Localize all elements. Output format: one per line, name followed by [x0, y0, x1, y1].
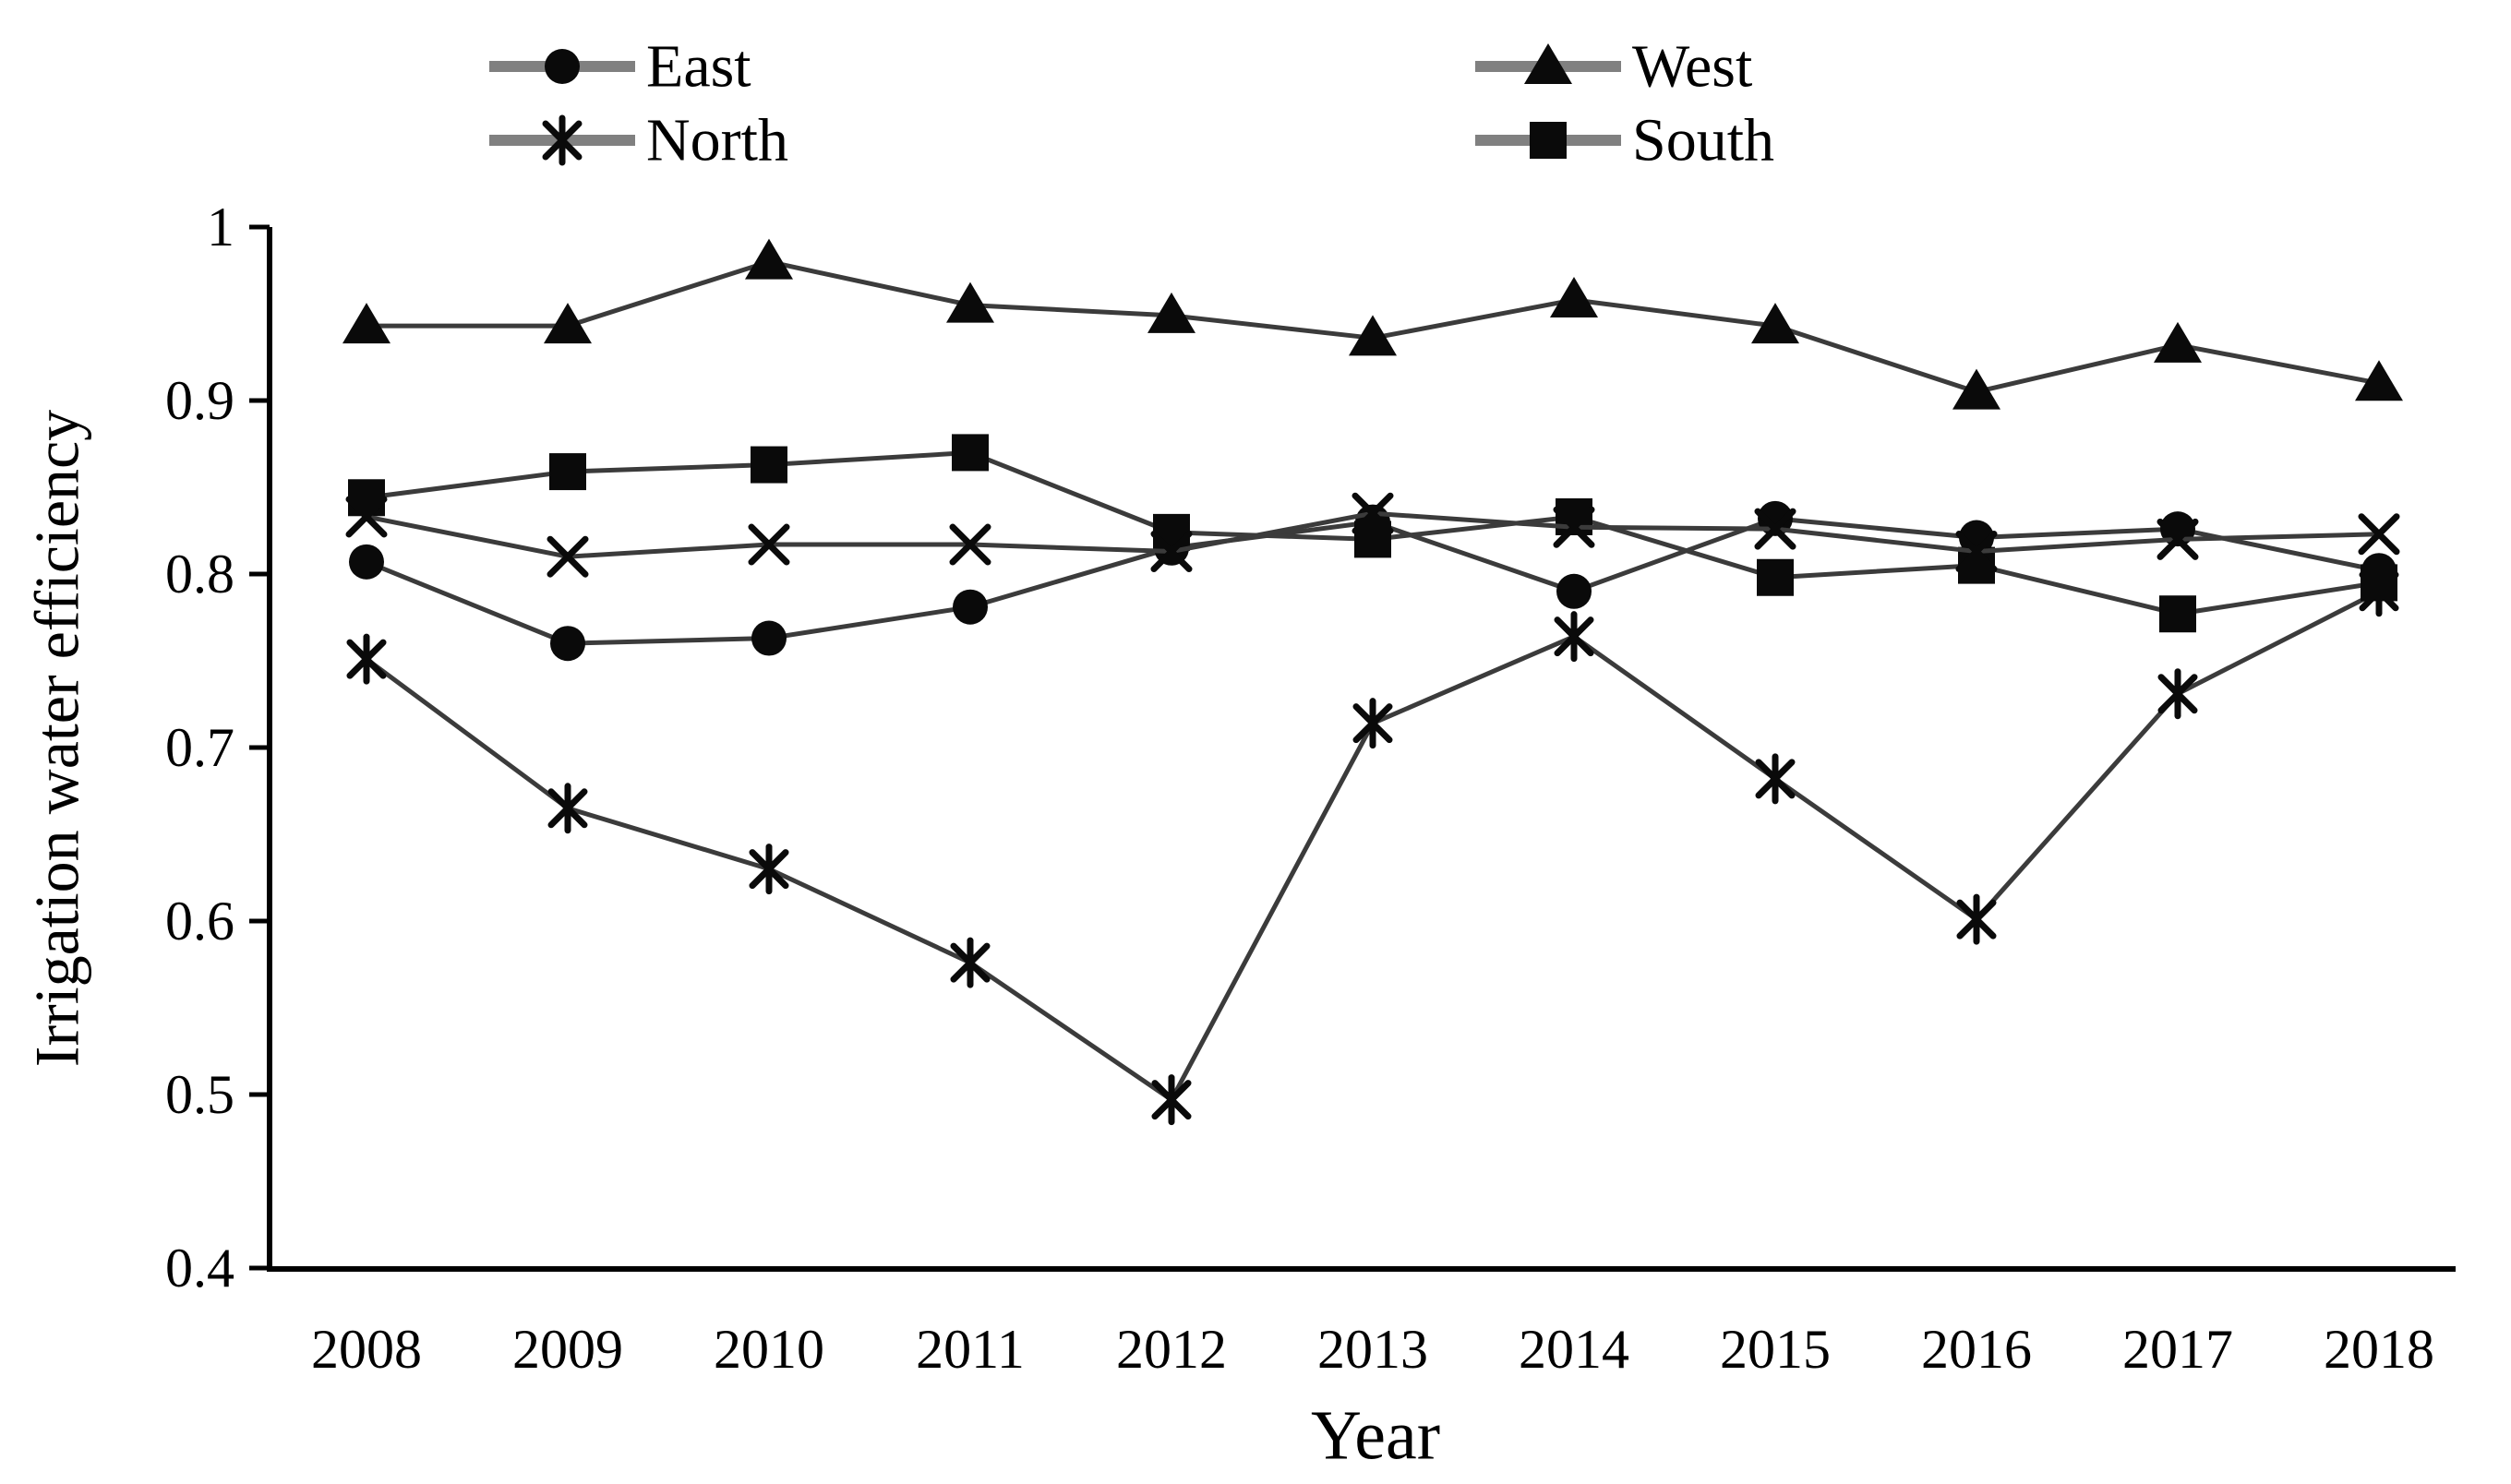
- series-west-marker: [2355, 360, 2403, 401]
- series-south-marker: [952, 434, 989, 472]
- series-north-marker: [1755, 753, 1796, 805]
- series-unlabeled-x-marker: [2358, 513, 2400, 556]
- series-north-marker: [1151, 1074, 1192, 1126]
- x-tick-label: 2014: [1519, 1319, 1629, 1380]
- x-tick-label: 2008: [311, 1319, 422, 1380]
- series-east-marker: [1556, 573, 1592, 609]
- y-tick-label: 0.7: [165, 717, 234, 778]
- series-east-marker: [550, 626, 585, 662]
- series-south-marker: [348, 479, 385, 517]
- y-tick-label: 0.9: [165, 370, 234, 431]
- legend-label-west: West: [1632, 33, 1752, 101]
- series-east-marker: [751, 620, 787, 656]
- series-north-marker: [1352, 698, 1393, 749]
- y-tick-label: 0.8: [165, 544, 234, 604]
- series-west-marker: [946, 281, 994, 323]
- y-tick-label: 0.6: [165, 891, 234, 951]
- series-east-marker: [953, 589, 988, 625]
- series-north-line: [365, 589, 2381, 1103]
- x-tick-label: 2011: [916, 1319, 1025, 1380]
- series-north-marker: [2157, 668, 2198, 720]
- series-south-marker: [2361, 564, 2397, 602]
- series-north-marker: [1956, 893, 1997, 945]
- series-north-marker: [749, 844, 789, 895]
- x-tick-label: 2018: [2324, 1319, 2434, 1380]
- x-axis-title: Year: [1310, 1396, 1441, 1475]
- series-west-marker: [745, 238, 793, 280]
- series-south-marker: [751, 446, 787, 484]
- y-tick-label: 0.4: [165, 1238, 234, 1298]
- series-south-marker: [1757, 558, 1794, 596]
- series-north-marker: [950, 937, 991, 988]
- series-north-marker: [547, 783, 588, 834]
- legend-marker-south: [1530, 122, 1567, 159]
- series-south-marker: [2159, 595, 2196, 633]
- series-west-marker: [1147, 292, 1195, 333]
- series-unlabeled-x-marker: [1955, 531, 1998, 573]
- series-west-marker: [2154, 321, 2202, 363]
- series-unlabeled-x-marker: [1352, 492, 1394, 534]
- x-tick-label: 2017: [2122, 1319, 2233, 1380]
- legend-label-south: South: [1632, 107, 1774, 174]
- legend-marker-north: [542, 114, 583, 166]
- series-unlabeled-x-marker: [2157, 518, 2199, 560]
- x-tick-label: 2009: [512, 1319, 623, 1380]
- series-north-marker: [346, 633, 387, 685]
- series-west-marker: [1349, 315, 1397, 356]
- x-tick-label: 2016: [1921, 1319, 2032, 1380]
- series-west-marker: [1550, 276, 1598, 317]
- x-tick-label: 2010: [714, 1319, 824, 1380]
- series-unlabeled-x-marker: [1754, 508, 1796, 550]
- series-unlabeled-x-marker: [748, 523, 790, 566]
- series-north-marker: [1554, 611, 1594, 663]
- x-tick-label: 2015: [1720, 1319, 1831, 1380]
- series-west-marker: [342, 303, 390, 344]
- series-east-marker: [349, 544, 384, 580]
- y-tick-label: 0.5: [165, 1064, 234, 1125]
- legend-marker-west: [1524, 43, 1572, 84]
- series-unlabeled-x-marker: [1553, 506, 1595, 548]
- series-unlabeled-x-marker: [949, 523, 991, 566]
- series-west-marker: [1751, 303, 1799, 344]
- legend-marker-east: [545, 49, 580, 84]
- y-axis-title: Irrigation water efficiency: [21, 409, 92, 1068]
- legend-label-east: East: [646, 33, 751, 101]
- series-south-marker: [1153, 513, 1190, 551]
- series-south-marker: [549, 453, 586, 491]
- legend-label-north: North: [646, 107, 788, 174]
- series-unlabeled-x-marker: [547, 535, 589, 578]
- series-west-marker: [1952, 368, 2000, 410]
- x-tick-label: 2012: [1116, 1319, 1227, 1380]
- series-west-marker: [544, 303, 592, 344]
- series-unlabeled-x-marker: [1150, 531, 1193, 573]
- x-tick-label: 2013: [1317, 1319, 1428, 1380]
- y-tick-label: 1: [207, 197, 234, 257]
- series-unlabeled-x-marker: [345, 496, 388, 538]
